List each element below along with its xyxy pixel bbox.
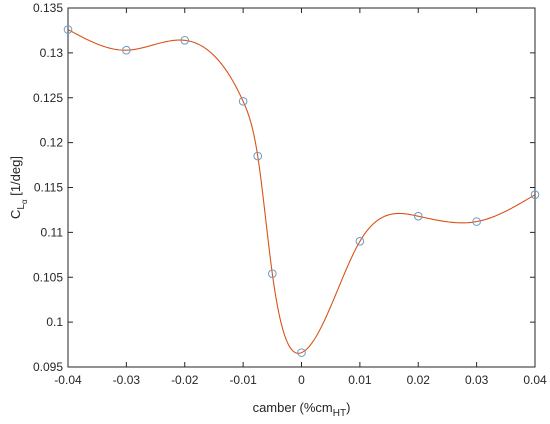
data-point-marker bbox=[472, 217, 481, 226]
fit-curve-layer bbox=[67, 29, 536, 354]
data-point-marker bbox=[413, 211, 423, 221]
data-point-marker bbox=[268, 269, 277, 278]
x-tick-label: 0.01 bbox=[348, 373, 372, 387]
x-axis-label: camber (%cmHT) bbox=[253, 400, 351, 419]
data-point-marker bbox=[180, 36, 190, 45]
data-point-marker bbox=[530, 190, 540, 199]
x-tick-label: 0.04 bbox=[523, 373, 547, 387]
y-tick-label: 0.115 bbox=[34, 181, 63, 195]
data-markers-layer bbox=[63, 25, 540, 357]
x-tick-label: 0.02 bbox=[407, 373, 431, 387]
y-tick-label: 0.13 bbox=[40, 46, 64, 60]
x-tick-label: -0.04 bbox=[54, 373, 82, 387]
data-point-marker bbox=[297, 348, 306, 357]
y-tick-label: 0.11 bbox=[41, 225, 64, 239]
x-tick-label: -0.01 bbox=[229, 373, 257, 387]
fit-curve bbox=[67, 29, 536, 354]
x-tick-label: 0.03 bbox=[465, 373, 489, 387]
data-point-marker bbox=[63, 25, 73, 34]
plot-area bbox=[67, 7, 536, 368]
y-tick-label: 0.125 bbox=[33, 91, 63, 105]
y-axis-label: CLα [1/deg] bbox=[8, 156, 29, 219]
y-tick-label: 0.12 bbox=[40, 136, 64, 150]
data-point-marker bbox=[253, 151, 263, 161]
x-tick-label: -0.02 bbox=[171, 373, 199, 387]
y-tick-label: 0.1 bbox=[46, 315, 63, 329]
data-point-marker bbox=[122, 45, 131, 55]
axis-ticks: -0.04 -0.03 -0.02 -0.01 0 0.01 0.02 0.03 0.04 0.0… bbox=[33, 1, 547, 387]
y-tick-label: 0.095 bbox=[33, 360, 63, 374]
x-tick-label: 0 bbox=[298, 373, 305, 387]
x-tick-label: -0.03 bbox=[113, 373, 141, 387]
data-point-marker bbox=[238, 97, 248, 106]
y-tick-label: 0.135 bbox=[33, 1, 63, 15]
y-tick-label: 0.105 bbox=[33, 270, 63, 284]
data-point-marker bbox=[355, 237, 365, 246]
